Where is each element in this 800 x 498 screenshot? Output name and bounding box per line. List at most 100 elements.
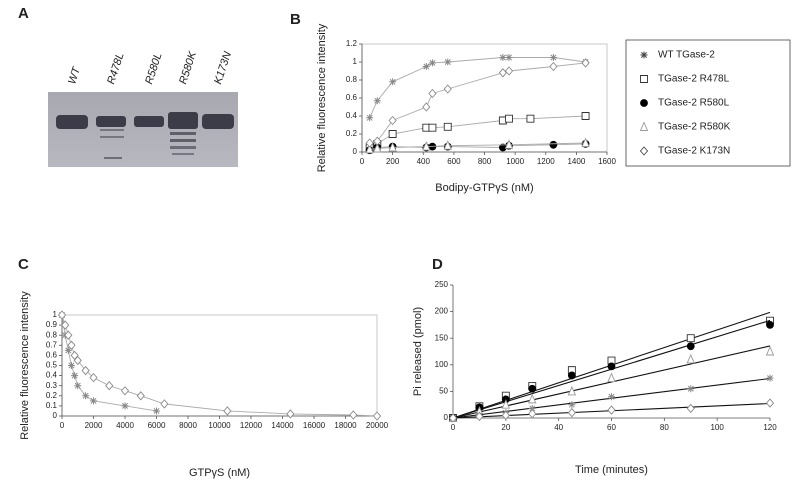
- data-point: [74, 382, 82, 390]
- y-tick-label: 50: [439, 387, 448, 396]
- data-point: [549, 61, 558, 72]
- x-tick-label: 14000: [271, 421, 294, 430]
- y-tick-label: 0: [353, 147, 358, 156]
- data-point: [501, 399, 511, 409]
- y-tick-label: 150: [435, 333, 449, 342]
- data-point: [89, 372, 98, 383]
- x-tick-label: 800: [478, 157, 492, 166]
- panel-letter: C: [18, 256, 29, 273]
- data-point: [136, 391, 145, 401]
- y-tick-label: 0.8: [46, 330, 58, 339]
- x-tick-label: 400: [417, 157, 431, 166]
- data-point: [64, 330, 73, 340]
- data-point: [81, 365, 90, 376]
- x-tick-label: 100: [710, 423, 724, 432]
- y-axis-title: Relative fluorescence intensity: [19, 291, 31, 440]
- legend-marker: [639, 146, 649, 156]
- lane-label: K173N: [212, 50, 234, 86]
- data-point: [349, 410, 358, 420]
- series-line: [369, 57, 586, 118]
- data-point: [766, 374, 774, 382]
- data-point: [567, 407, 576, 418]
- lane-label: WT: [66, 65, 83, 86]
- data-point: [549, 54, 557, 61]
- y-tick-label: 200: [435, 307, 449, 316]
- data-point: [73, 355, 82, 366]
- x-tick-label: 12000: [240, 421, 263, 430]
- lane-label: R580K: [177, 49, 199, 85]
- data-point: [373, 97, 381, 105]
- y-tick-label: 1.2: [346, 39, 358, 48]
- x-axis-title: GTPγS (nM): [189, 467, 250, 479]
- data-point: [766, 321, 774, 329]
- data-point: [499, 54, 507, 61]
- x-axis-title: Time (minutes): [575, 464, 648, 476]
- data-point: [389, 78, 397, 86]
- data-point: [498, 116, 507, 125]
- data-point: [105, 381, 114, 391]
- data-point: [528, 384, 537, 393]
- legend-marker: [639, 121, 649, 131]
- data-point: [765, 398, 775, 408]
- legend-label: TGase-2 R478L: [658, 74, 730, 85]
- legend-marker: [640, 99, 648, 107]
- y-axis-title: Pi released (pmol): [412, 307, 424, 396]
- y-tick-label: 250: [435, 280, 449, 289]
- data-point: [388, 115, 397, 126]
- data-point: [686, 342, 695, 351]
- lane-label: R580L: [143, 51, 164, 86]
- data-point: [505, 114, 513, 123]
- data-point: [607, 405, 616, 415]
- data-point: [388, 141, 397, 152]
- y-tick-label: 0.2: [346, 129, 358, 138]
- y-tick-label: 0.2: [46, 391, 58, 400]
- data-point: [505, 54, 513, 61]
- x-tick-label: 600: [447, 157, 461, 166]
- data-point: [422, 63, 430, 70]
- data-point: [373, 136, 382, 146]
- data-point: [61, 320, 70, 330]
- x-tick-label: 40: [554, 423, 563, 432]
- data-point: [286, 409, 295, 419]
- x-tick-label: 4000: [116, 421, 134, 430]
- data-point: [365, 138, 374, 148]
- x-tick-label: 20: [501, 423, 510, 432]
- legend-box: [625, 39, 791, 167]
- data-point: [607, 372, 616, 383]
- series-line: [369, 115, 586, 148]
- data-point: [686, 353, 695, 364]
- data-point: [82, 392, 90, 400]
- data-point: [608, 393, 615, 401]
- y-tick-label: 1: [353, 57, 358, 66]
- y-tick-label: 0.8: [346, 75, 358, 84]
- gel-bands: [56, 112, 234, 159]
- legend-marker: [640, 75, 648, 83]
- data-point: [567, 385, 577, 396]
- gel-image: [48, 92, 238, 167]
- series-line: [369, 143, 586, 151]
- series-line: [61, 314, 378, 417]
- data-point: [526, 114, 535, 123]
- data-point: [422, 102, 431, 112]
- data-point: [373, 142, 382, 153]
- data-point: [120, 386, 130, 396]
- data-point: [448, 413, 458, 423]
- plot-frame: [61, 314, 378, 417]
- y-tick-label: 0.9: [46, 320, 58, 329]
- y-tick-label: 0.3: [46, 381, 58, 390]
- data-point: [607, 362, 616, 371]
- x-tick-label: 1000: [506, 157, 524, 166]
- y-tick-label: 1: [53, 310, 58, 319]
- legend-label: TGase-2 K173N: [658, 146, 730, 157]
- x-tick-label: 16000: [303, 421, 326, 430]
- x-tick-label: 60: [607, 423, 616, 432]
- data-point: [581, 112, 590, 120]
- data-point: [388, 130, 397, 138]
- data-point: [153, 407, 160, 415]
- x-tick-label: 1400: [567, 157, 585, 166]
- data-point: [422, 140, 431, 151]
- data-point: [443, 122, 452, 131]
- legend-label: WT TGase-2: [658, 50, 715, 61]
- data-point: [443, 84, 452, 94]
